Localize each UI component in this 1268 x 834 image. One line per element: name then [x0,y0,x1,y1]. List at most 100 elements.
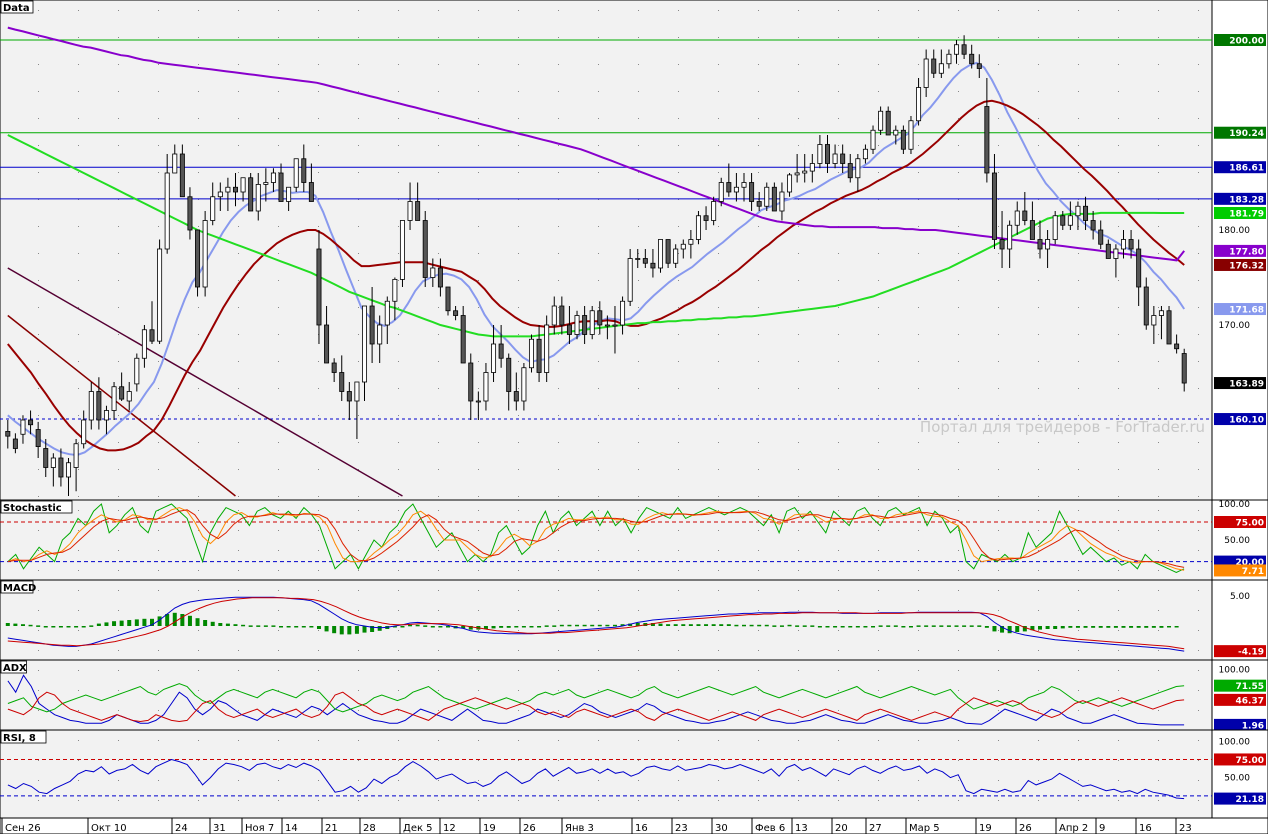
value-label-box [1214,564,1266,577]
grid-dot [798,670,799,671]
candle [658,239,664,273]
grid-dot [878,690,879,691]
candle-body [931,58,937,74]
grid-dot [838,64,839,65]
candle-body [119,386,125,400]
grid-dot [838,253,839,254]
macd-histogram-bar [840,626,845,628]
grid-dot [558,590,559,591]
grid-dot [318,570,319,571]
macd-histogram-bar [89,625,94,627]
macd-histogram-bar [1091,626,1096,628]
candle-body [582,315,588,335]
macd-histogram-bar [58,626,63,628]
grid-dot [1118,650,1119,651]
grid-dot [478,172,479,173]
candle [210,182,216,226]
candle [551,296,557,335]
macd-histogram-bar [172,612,177,626]
grid-dot [438,469,439,470]
grid-dot [758,710,759,711]
grid-dot [558,510,559,511]
grid-dot [958,610,959,611]
grid-dot [78,361,79,362]
grid-dot [958,415,959,416]
grid-dot [278,253,279,254]
grid-dot [798,226,799,227]
candle-body [1158,310,1164,316]
value-label-box [1214,126,1266,139]
value-label-box [1214,645,1266,658]
candle-body [324,324,330,364]
grid-dot [918,361,919,362]
value-label-box [1214,792,1266,805]
candle [817,135,823,169]
grid-dot [478,630,479,631]
grid-dot [38,590,39,591]
macd-histogram-bar [1068,626,1073,628]
macd-histogram-bar [438,626,443,628]
grid-dot [998,280,999,281]
grid-dot [1158,172,1159,173]
candle [286,186,292,211]
grid-dot [398,570,399,571]
candle [1174,334,1180,354]
value-label-box [1214,377,1266,390]
grid-dot [478,570,479,571]
grid-dot [358,415,359,416]
grid-dot [118,91,119,92]
macd-histogram-bar [1159,626,1164,628]
candle [1075,201,1081,230]
macd-histogram-bar [650,623,655,626]
grid-dot [198,415,199,416]
candle [1181,348,1187,392]
grid-dot [238,388,239,389]
grid-dot [198,442,199,443]
grid-dot [518,253,519,254]
grid-dot [398,510,399,511]
grid-dot [38,253,39,254]
candle-body [749,182,755,202]
grid-dot [478,496,479,497]
grid-dot [38,199,39,200]
grid-dot [678,469,679,470]
grid-dot [878,530,879,531]
candle-body [217,191,223,198]
grid-dot [1118,91,1119,92]
grid-dot [1078,280,1079,281]
grid-dot [1118,590,1119,591]
value-label-box [1214,718,1266,731]
grid-dot [678,415,679,416]
grid-dot [718,334,719,335]
macd-histogram-bar [446,626,450,628]
panel-title-box [0,580,34,594]
candle [491,325,497,382]
grid-dot [518,670,519,671]
grid-dot [1198,630,1199,631]
grid-dot [1118,550,1119,551]
grid-dot [998,253,999,254]
grid-dot [1158,280,1159,281]
grid-dot [878,740,879,741]
grid-dot [358,650,359,651]
grid-dot [358,570,359,571]
grid-dot [1198,800,1199,801]
grid-dot [518,760,519,761]
grid-dot [318,469,319,470]
value-label-text: 20.00 [1236,558,1264,568]
value-label: 186.61 [1214,161,1266,174]
grid-dot [358,740,359,741]
grid-dot [518,64,519,65]
grid-dot [398,610,399,611]
value-label: 7.71 [1214,564,1266,577]
candle-body [976,63,982,69]
grid-dot [638,610,639,611]
candle-body [612,324,618,327]
macd-histogram-bar [354,626,359,634]
grid-dot [398,145,399,146]
grid-dot [478,307,479,308]
grid-dot [678,172,679,173]
grid-dot [278,91,279,92]
candle [741,173,747,202]
